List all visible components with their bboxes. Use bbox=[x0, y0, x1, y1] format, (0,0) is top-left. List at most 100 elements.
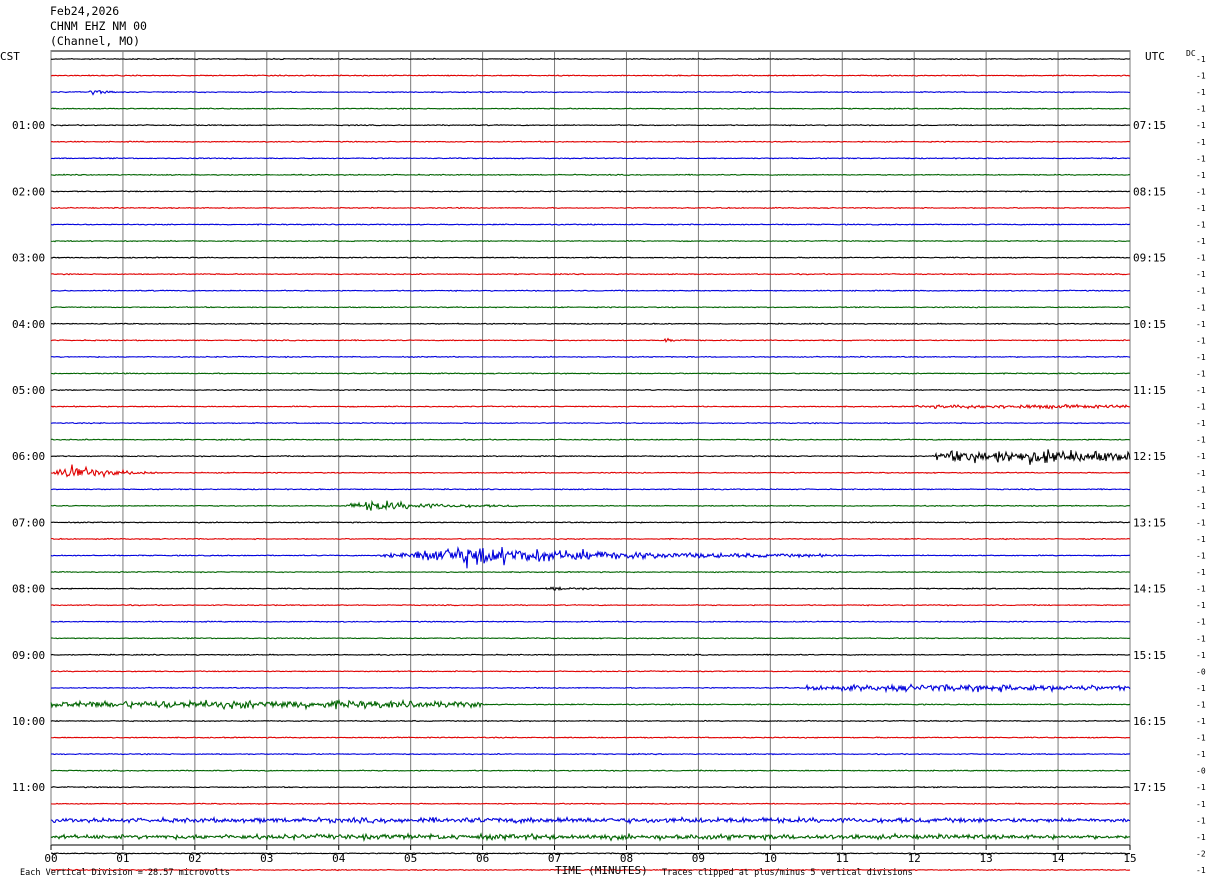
right-hour-label: 07:15 bbox=[1133, 119, 1166, 132]
trace-line bbox=[50, 449, 1131, 465]
trace-line bbox=[50, 570, 1131, 574]
dc-offset-label: -1 bbox=[1196, 336, 1206, 345]
trace-line bbox=[50, 421, 1131, 425]
dc-offset-label: -0 bbox=[1196, 667, 1206, 676]
trace-line bbox=[50, 499, 1131, 511]
trace-line bbox=[50, 698, 1131, 711]
dc-offset-label: -1 bbox=[1196, 353, 1206, 362]
left-hour-label: 04:00 bbox=[12, 318, 45, 331]
trace-line bbox=[50, 57, 1131, 61]
dc-offset-label: -1 bbox=[1196, 138, 1206, 147]
trace-line bbox=[50, 123, 1131, 127]
x-tick-label: 01 bbox=[116, 852, 129, 865]
dc-offset-label: -1 bbox=[1196, 750, 1206, 759]
trace-line bbox=[50, 653, 1131, 656]
right-hour-label: 13:15 bbox=[1133, 516, 1166, 529]
dc-offset-label: -1 bbox=[1196, 204, 1206, 213]
left-hour-label: 01:00 bbox=[12, 119, 45, 132]
right-hour-label: 14:15 bbox=[1133, 583, 1166, 596]
dc-offset-label: -1 bbox=[1196, 866, 1206, 875]
header-date: Feb24,2026 bbox=[50, 4, 120, 18]
left-hour-label: 02:00 bbox=[12, 185, 45, 198]
left-hour-label: 09:00 bbox=[12, 649, 45, 662]
dc-offset-label: -1 bbox=[1196, 684, 1206, 693]
dc-offset-label: -1 bbox=[1196, 485, 1206, 494]
dc-offset-label: -0 bbox=[1196, 767, 1206, 776]
left-hour-label: 05:00 bbox=[12, 384, 45, 397]
x-tick-label: 06 bbox=[476, 852, 489, 865]
left-hour-label: 03:00 bbox=[12, 252, 45, 265]
dc-offset-label: -1 bbox=[1196, 419, 1206, 428]
right-hour-label: 10:15 bbox=[1133, 318, 1166, 331]
dc-offset-label: -1 bbox=[1196, 717, 1206, 726]
dc-offset-label: -1 bbox=[1196, 55, 1206, 64]
trace-line bbox=[50, 372, 1131, 375]
labels: CST UTC DC TIME (MINUTES) Each Vertical … bbox=[0, 49, 1206, 878]
dc-offset-label: -2 bbox=[1196, 849, 1206, 858]
dc-offset-label: -1 bbox=[1196, 303, 1206, 312]
header-channel: (Channel, MO) bbox=[50, 34, 141, 48]
right-hour-label: 09:15 bbox=[1133, 252, 1166, 265]
traces bbox=[50, 57, 1131, 872]
trace-line bbox=[50, 289, 1131, 293]
trace-line bbox=[50, 464, 1131, 479]
x-tick-label: 14 bbox=[1051, 852, 1065, 865]
trace-line bbox=[50, 603, 1131, 607]
trace-line bbox=[50, 156, 1131, 160]
x-tick-label: 08 bbox=[620, 852, 633, 865]
dc-offset-label: -1 bbox=[1196, 287, 1206, 296]
trace-line bbox=[50, 90, 1131, 96]
trace-line bbox=[50, 173, 1131, 177]
trace-line bbox=[50, 815, 1131, 825]
dc-offset-label: -1 bbox=[1196, 518, 1206, 527]
left-hour-label: 06:00 bbox=[12, 450, 45, 463]
dc-offset-label: -1 bbox=[1196, 369, 1206, 378]
dc-offset-label: -1 bbox=[1196, 700, 1206, 709]
plot-frame bbox=[50, 50, 1131, 846]
trace-line bbox=[50, 683, 1131, 694]
dc-offset-label: -1 bbox=[1196, 800, 1206, 809]
dc-offset-label: -1 bbox=[1196, 105, 1206, 114]
trace-line bbox=[50, 802, 1131, 806]
dc-offset-label: -1 bbox=[1196, 171, 1206, 180]
right-timezone-label: UTC bbox=[1145, 50, 1165, 63]
dc-offset-label: -1 bbox=[1196, 237, 1206, 246]
dc-offset-label: -1 bbox=[1196, 816, 1206, 825]
dc-offset-label: -1 bbox=[1196, 88, 1206, 97]
trace-line bbox=[50, 438, 1131, 441]
dc-offset-label: -1 bbox=[1196, 469, 1206, 478]
left-timezone-label: CST bbox=[0, 50, 20, 63]
x-tick-label: 10 bbox=[764, 852, 777, 865]
dc-offset-label: -1 bbox=[1196, 618, 1206, 627]
trace-line bbox=[50, 785, 1131, 789]
trace-line bbox=[50, 769, 1131, 773]
trace-line bbox=[50, 388, 1131, 392]
trace-line bbox=[50, 190, 1131, 193]
right-hour-label: 12:15 bbox=[1133, 450, 1166, 463]
right-hour-label: 08:15 bbox=[1133, 185, 1166, 198]
dc-offset-label: -1 bbox=[1196, 734, 1206, 743]
trace-line bbox=[50, 403, 1131, 410]
dc-offset-label: -1 bbox=[1196, 452, 1206, 461]
trace-line bbox=[50, 272, 1131, 276]
dc-offset-label: -1 bbox=[1196, 568, 1206, 577]
x-tick-label: 04 bbox=[332, 852, 346, 865]
trace-line bbox=[50, 239, 1131, 243]
dc-offset-label: -1 bbox=[1196, 436, 1206, 445]
trace-line bbox=[50, 74, 1131, 77]
footer-vertical-division: Each Vertical Division = 28.57 microvolt… bbox=[20, 868, 230, 878]
trace-line bbox=[50, 546, 1131, 569]
right-hour-label: 17:15 bbox=[1133, 781, 1166, 794]
x-tick-label: 05 bbox=[404, 852, 417, 865]
trace-line bbox=[50, 256, 1131, 259]
trace-line bbox=[50, 620, 1131, 623]
dc-offset-label: -1 bbox=[1196, 651, 1206, 660]
dc-offset-label: -1 bbox=[1196, 502, 1206, 511]
left-hour-label: 07:00 bbox=[12, 516, 45, 529]
trace-line bbox=[50, 852, 1131, 855]
trace-line bbox=[50, 670, 1131, 673]
dc-offset-label: -1 bbox=[1196, 121, 1206, 130]
x-tick-label: 02 bbox=[188, 852, 201, 865]
trace-line bbox=[50, 832, 1131, 842]
